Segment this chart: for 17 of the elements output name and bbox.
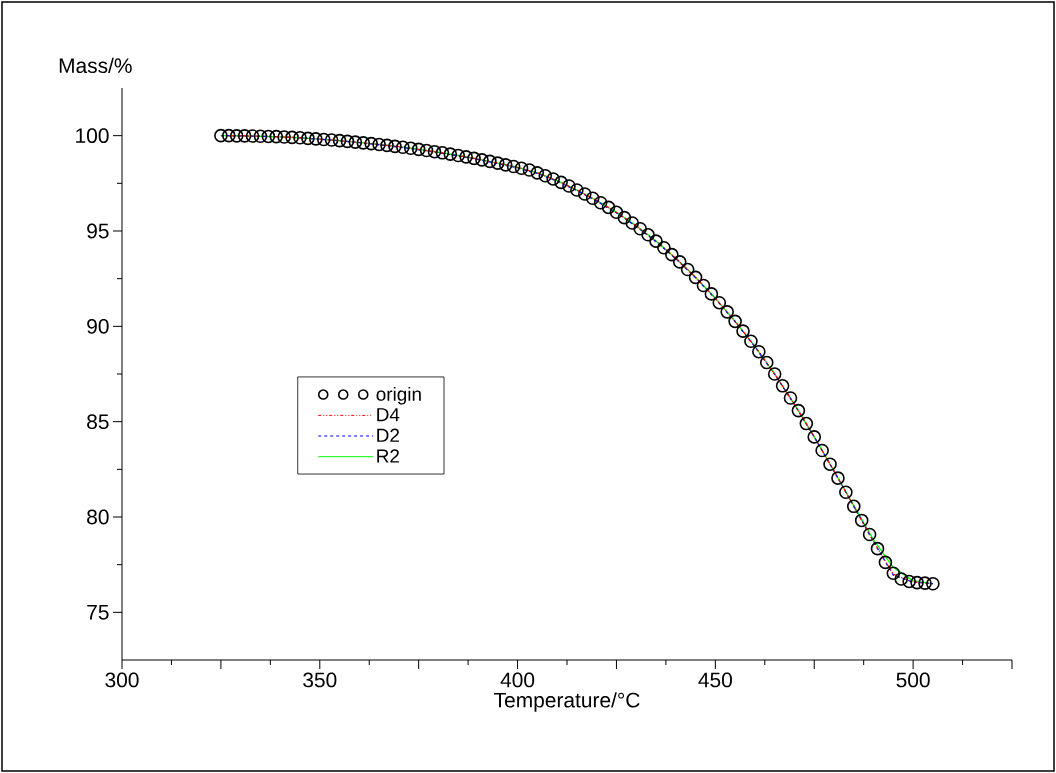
legend-label: D2 <box>377 428 399 442</box>
x-tick-label: 350 <box>303 672 337 688</box>
x-axis-title: Temperature/°C <box>494 692 640 712</box>
legend-label: D4 <box>377 408 400 422</box>
y-axis-title: Mass/% <box>59 57 132 74</box>
y-tick-label: 75 <box>87 605 109 620</box>
x-tick-label: 300 <box>105 672 139 688</box>
legend-label: R2 <box>377 449 399 463</box>
y-tick-label: 85 <box>87 414 109 430</box>
y-tick-label: 80 <box>87 509 109 525</box>
y-tick-label: 95 <box>87 223 109 239</box>
y-tick-label: 100 <box>76 128 109 144</box>
x-tick-label: 450 <box>698 672 732 688</box>
legend-label: origin <box>376 386 421 405</box>
x-tick-label: 500 <box>896 672 930 688</box>
x-tick-label: 400 <box>500 672 535 688</box>
y-tick-label: 90 <box>87 318 109 334</box>
